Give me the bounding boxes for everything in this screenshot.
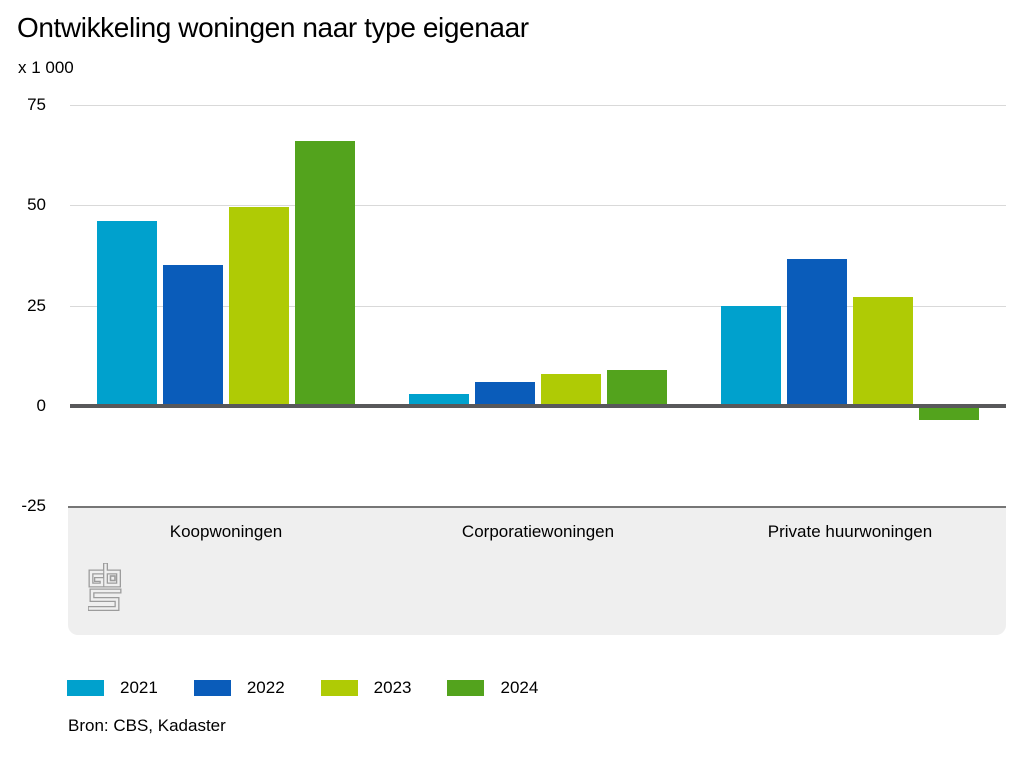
- category-label: Corporatiewoningen: [461, 522, 615, 541]
- plot-area: [70, 105, 1006, 506]
- legend-swatch-icon: [67, 680, 104, 696]
- gridline: [70, 205, 1006, 207]
- legend-label: 2021: [120, 678, 158, 697]
- legend-swatch-icon: [447, 680, 485, 696]
- legend-item-2022: 2022: [193, 678, 285, 698]
- unit-label: x 1 000: [18, 58, 74, 77]
- legend-label: 2024: [500, 678, 539, 697]
- category-band: Koopwoningen Corporatiewoningen Private hu…: [68, 506, 1006, 635]
- gridline: [70, 305, 1006, 307]
- category-labels: Koopwoningen Corporatiewoningen Private hu…: [70, 522, 1006, 542]
- bar-koopwoningen-2022: [163, 265, 223, 406]
- bar-corporatiewoningen-2022: [475, 381, 535, 406]
- bar-corporatiewoningen-2024: [607, 369, 667, 406]
- y-axis-ticks: 75 50 25 0 -25: [0, 95, 46, 515]
- legend: 2021 2022 2023 2024: [67, 678, 574, 698]
- legend-item-2023: 2023: [320, 678, 412, 698]
- legend-label: 2023: [373, 678, 412, 697]
- legend-item-2021: 2021: [67, 678, 158, 698]
- chart-title: Ontwikkeling woningen naar type eigenaar: [17, 12, 529, 43]
- source-note: Bron: CBS, Kadaster: [68, 716, 226, 735]
- bar-koopwoningen-2024: [295, 141, 355, 406]
- bar-private-huurwoningen-2024: [919, 405, 979, 420]
- legend-item-2024: 2024: [447, 678, 538, 698]
- gridline: [70, 105, 1006, 106]
- y-tick-label: 25: [27, 295, 46, 315]
- y-tick-label: 0: [36, 395, 46, 415]
- legend-swatch-icon: [320, 680, 358, 696]
- bar-koopwoningen-2023: [229, 207, 289, 406]
- bar-private-huurwoningen-2022: [787, 259, 847, 406]
- legend-swatch-icon: [193, 680, 231, 696]
- y-tick-label: 50: [27, 195, 46, 215]
- category-label: Koopwoningen: [169, 522, 283, 541]
- legend-label: 2022: [246, 678, 285, 697]
- zero-axis-line: [70, 403, 1006, 408]
- bar-koopwoningen-2021: [97, 221, 157, 406]
- y-tick-label: -25: [21, 496, 46, 515]
- bar-corporatiewoningen-2023: [541, 373, 601, 406]
- bar-private-huurwoningen-2023: [853, 297, 913, 406]
- bar-corporatiewoningen-2021: [409, 393, 469, 406]
- category-label: Private huurwoningen: [767, 522, 933, 541]
- y-tick-label: 75: [27, 95, 46, 114]
- cbs-logo-icon: [88, 563, 122, 611]
- bar-private-huurwoningen-2021: [721, 305, 781, 406]
